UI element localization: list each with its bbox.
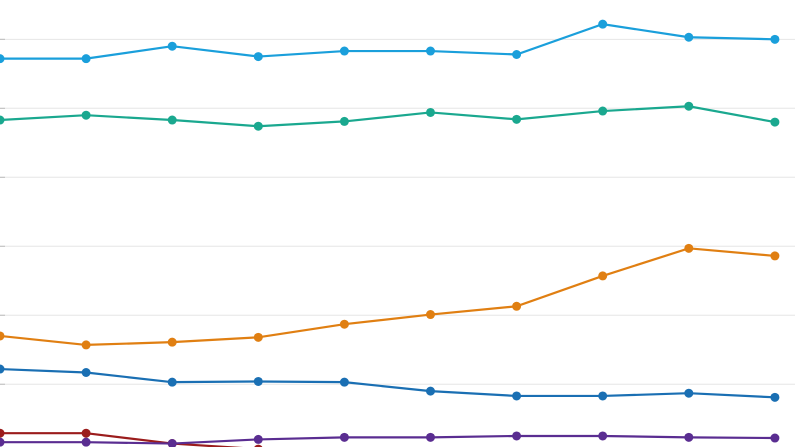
data-point [598,106,608,116]
data-point [0,364,5,374]
series-line [0,434,775,445]
data-point [598,19,608,29]
data-point [512,431,522,441]
data-point [598,391,608,401]
data-point [0,428,5,438]
data-point [167,337,177,347]
data-point [81,54,91,64]
data-point [167,115,177,125]
data-point [339,432,349,442]
data-point [770,392,780,402]
data-point [512,49,522,59]
data-point [512,114,522,124]
data-point [254,444,263,447]
data-point [770,117,780,127]
data-point [339,319,349,329]
data-point [426,107,435,117]
data-point [81,340,91,350]
data-point [0,331,5,341]
data-point [770,251,780,261]
data-point [598,271,608,281]
data-point [684,101,694,111]
data-point [0,437,5,447]
data-point [598,431,608,441]
data-point [81,110,91,120]
data-point [684,32,694,42]
series-line [0,247,775,347]
data-point [770,433,780,443]
data-point [512,391,522,401]
series-line [0,23,775,60]
data-point [512,301,522,311]
data-point [81,368,91,377]
data-point [426,310,435,320]
data-point [81,437,91,447]
series-line [0,367,775,399]
data-point [0,115,5,125]
data-point [167,439,177,447]
data-point [253,52,263,62]
data-point [684,388,694,398]
data-point [167,377,177,387]
data-point [684,243,694,253]
data-point [770,34,780,44]
data-point [253,332,263,342]
data-point [684,432,694,442]
data-point [81,428,91,438]
data-point [339,46,349,56]
data-point [339,377,349,387]
data-point [426,432,435,442]
data-point [0,54,5,64]
data-point [167,41,177,51]
data-point [426,386,435,396]
data-point [426,46,435,56]
data-point [253,121,263,131]
data-point [253,434,263,444]
series-line [0,432,244,447]
data-point [339,116,349,126]
series-line [0,105,776,128]
data-point [253,376,263,386]
